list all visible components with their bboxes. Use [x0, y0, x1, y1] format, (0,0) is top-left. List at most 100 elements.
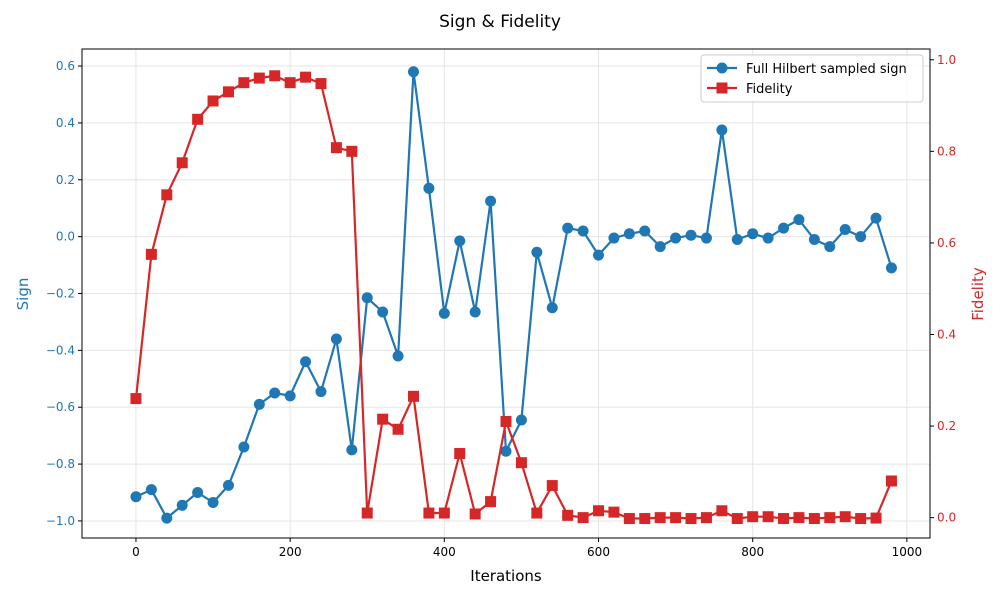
legend-box — [700, 54, 924, 103]
fidelity-point — [330, 142, 342, 154]
sign-point — [716, 124, 728, 136]
fidelity-point — [515, 457, 527, 469]
legend-label-fidelity: Fidelity — [746, 82, 793, 97]
right-tick-label: 0.0 — [937, 511, 956, 525]
sign-point — [562, 222, 574, 234]
sign-point — [546, 302, 558, 314]
fidelity-point — [700, 512, 712, 524]
sign-point — [608, 232, 620, 244]
sign-point — [700, 232, 712, 244]
sign-point — [824, 241, 836, 253]
sign-point — [330, 333, 342, 345]
fidelity-point — [562, 509, 574, 521]
sign-point — [839, 224, 851, 236]
sign-point — [315, 386, 327, 398]
fidelity-point — [546, 480, 558, 492]
x-axis-label: Iterations — [470, 567, 542, 585]
fidelity-point — [885, 475, 897, 487]
left-tick-label: −0.6 — [46, 400, 75, 414]
sign-point — [238, 441, 250, 453]
fidelity-point — [176, 157, 188, 169]
sign-point — [253, 398, 265, 410]
sign-point — [639, 225, 651, 237]
fidelity-point — [222, 86, 234, 98]
legend-label-sign: Full Hilbert sampled sign — [746, 62, 907, 77]
sign-point — [407, 66, 419, 78]
legend-marker-sign — [716, 62, 728, 74]
left-tick-label: −0.8 — [46, 457, 75, 471]
legend-marker-fidelity — [716, 82, 728, 94]
series-layer — [130, 66, 897, 525]
sign-point — [192, 487, 204, 499]
sign-point — [778, 222, 790, 234]
fidelity-point — [392, 423, 404, 435]
sign-point — [500, 445, 512, 457]
fidelity-point — [253, 72, 265, 84]
sign-point — [438, 307, 450, 319]
sign-point — [623, 228, 635, 240]
left-tick-label: −0.4 — [46, 343, 75, 357]
x-tick-label: 600 — [587, 545, 610, 559]
sign-point — [269, 387, 281, 399]
x-tick-label: 800 — [741, 545, 764, 559]
chart-title: Sign & Fidelity — [439, 12, 561, 32]
fidelity-point — [346, 145, 358, 157]
x-tick-label: 1000 — [892, 545, 923, 559]
left-axis-ticks: −1.0 −0.8 −0.6 −0.4 −0.2 0.0 0.2 0.4 0.6 — [46, 59, 82, 528]
fidelity-point — [793, 512, 805, 524]
right-tick-label: 1.0 — [937, 53, 956, 67]
fidelity-point — [377, 413, 389, 425]
fidelity-point — [300, 71, 312, 83]
left-tick-label: −1.0 — [46, 514, 75, 528]
x-tick-label: 200 — [279, 545, 302, 559]
fidelity-point — [361, 507, 373, 519]
fidelity-point — [778, 513, 790, 525]
fidelity-point — [207, 95, 219, 107]
fidelity-point — [747, 511, 759, 523]
sign-point — [870, 212, 882, 224]
fidelity-point — [762, 511, 774, 523]
fidelity-series-line — [134, 74, 893, 520]
fidelity-point — [685, 513, 697, 525]
fidelity-point — [593, 505, 605, 517]
sign-point — [531, 246, 543, 258]
sign-point — [885, 262, 897, 274]
sign-point — [145, 484, 157, 496]
fidelity-point — [639, 513, 651, 525]
fidelity-point — [485, 496, 497, 508]
right-tick-label: 0.2 — [937, 419, 956, 433]
sign-point — [515, 414, 527, 426]
fidelity-point — [161, 189, 173, 201]
x-axis-ticks: 0 200 400 600 800 1000 — [132, 538, 922, 559]
fidelity-point — [824, 512, 836, 524]
fidelity-point — [192, 113, 204, 125]
fidelity-point — [469, 508, 481, 520]
x-tick-label: 0 — [132, 545, 140, 559]
fidelity-point — [577, 512, 589, 524]
left-tick-label: 0.4 — [56, 116, 75, 130]
sign-point — [222, 479, 234, 491]
sign-series-line — [135, 70, 893, 520]
fidelity-point — [284, 77, 296, 89]
left-axis-label: Sign — [14, 278, 32, 311]
fidelity-point — [315, 78, 327, 90]
sign-point — [747, 228, 759, 240]
sign-point — [392, 350, 404, 362]
sign-point — [361, 292, 373, 304]
right-tick-label: 0.6 — [937, 236, 956, 250]
x-tick-label: 400 — [433, 545, 456, 559]
right-tick-label: 0.8 — [937, 144, 956, 158]
fidelity-point — [269, 70, 281, 82]
sign-point — [423, 182, 435, 194]
right-axis-ticks: 0.0 0.2 0.4 0.6 0.8 1.0 — [930, 53, 956, 525]
sign-point — [485, 195, 497, 207]
sign-point — [161, 512, 173, 524]
fidelity-point — [438, 507, 450, 519]
right-tick-label: 0.4 — [937, 327, 956, 341]
fidelity-point — [870, 512, 882, 524]
grid-lines — [82, 49, 930, 538]
sign-point — [793, 214, 805, 226]
sign-point — [176, 499, 188, 511]
fidelity-point — [500, 415, 512, 427]
